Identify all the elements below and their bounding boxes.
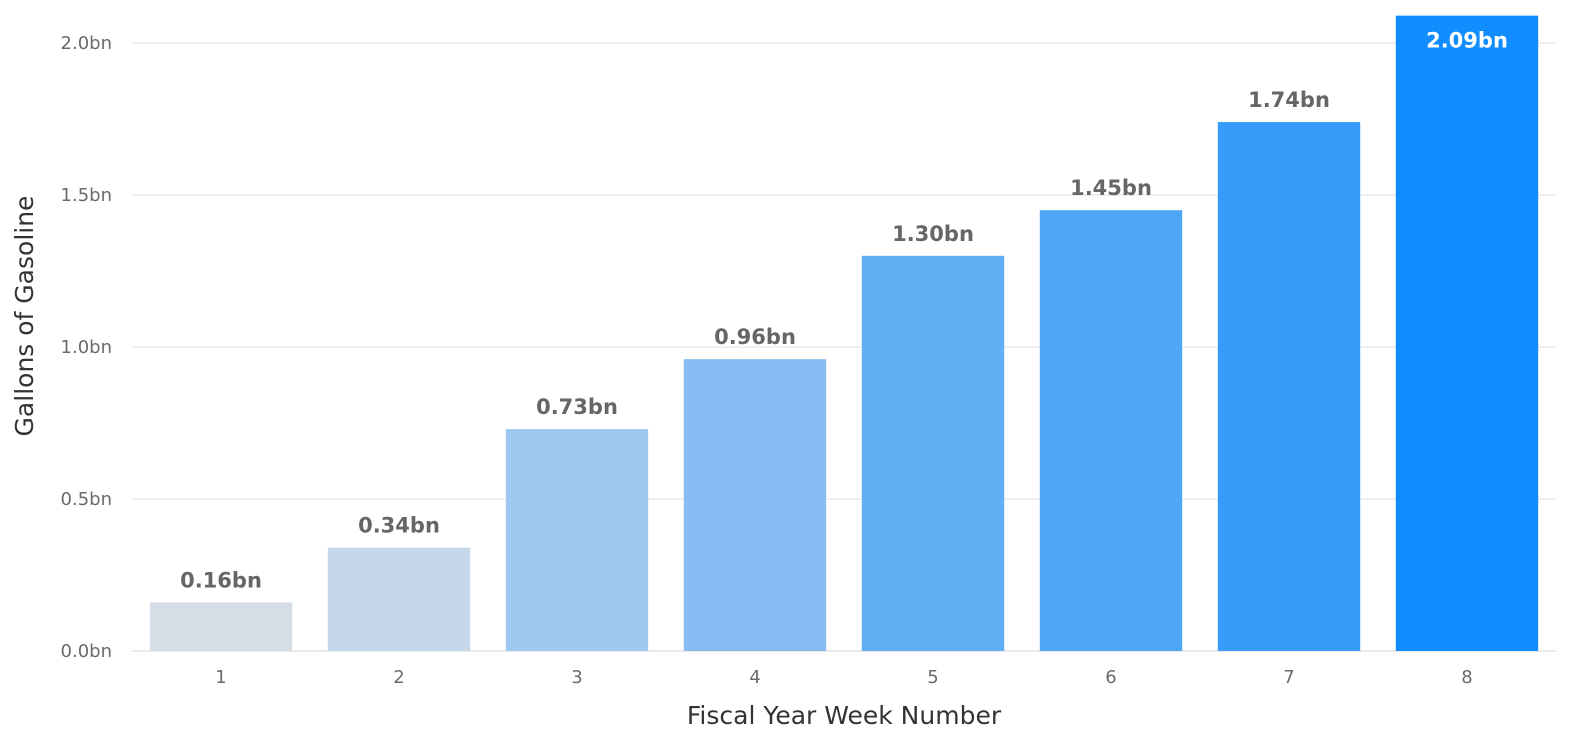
- y-axis-ticks: 0.0bn 0.5bn 1.0bn 1.5bn 2.0bn: [61, 33, 112, 662]
- x-tick-label: 6: [1105, 667, 1116, 688]
- data-label: 1.30bn: [892, 222, 974, 246]
- x-tick-label: 7: [1283, 667, 1294, 688]
- data-labels: 0.16bn 0.34bn 0.73bn 0.96bn 1.30bn 1.45bn 1.74…: [180, 29, 1508, 593]
- data-label: 0.96bn: [714, 325, 796, 349]
- y-tick-label: 2.0bn: [61, 33, 112, 54]
- bar: [1039, 210, 1183, 651]
- x-tick-label: 3: [571, 667, 582, 688]
- x-tick-label: 8: [1461, 667, 1472, 688]
- data-label: 0.34bn: [358, 514, 440, 538]
- y-tick-label: 0.5bn: [61, 489, 112, 510]
- data-label: 2.09bn: [1426, 29, 1508, 53]
- x-tick-label: 4: [749, 667, 760, 688]
- data-label: 0.73bn: [536, 395, 618, 419]
- x-tick-label: 1: [215, 667, 226, 688]
- bar: [1217, 122, 1361, 652]
- bar: [1395, 15, 1539, 651]
- data-label: 0.16bn: [180, 568, 262, 592]
- bar: [861, 255, 1005, 652]
- bar: [149, 602, 293, 651]
- y-tick-label: 1.5bn: [61, 185, 112, 206]
- bar: [505, 429, 649, 651]
- x-tick-label: 2: [393, 667, 404, 688]
- data-label: 1.74bn: [1248, 88, 1330, 112]
- x-tick-label: 5: [927, 667, 938, 688]
- x-axis-ticks: 1 2 3 4 5 6 7 8: [215, 667, 1472, 688]
- y-tick-label: 1.0bn: [61, 337, 112, 358]
- y-tick-label: 0.0bn: [61, 641, 112, 662]
- bar: [683, 359, 827, 651]
- data-label: 1.45bn: [1070, 176, 1152, 200]
- y-axis-title: Gallons of Gasoline: [10, 196, 39, 437]
- x-axis-title: Fiscal Year Week Number: [687, 701, 1002, 730]
- bars: [149, 15, 1539, 652]
- bar: [327, 547, 471, 651]
